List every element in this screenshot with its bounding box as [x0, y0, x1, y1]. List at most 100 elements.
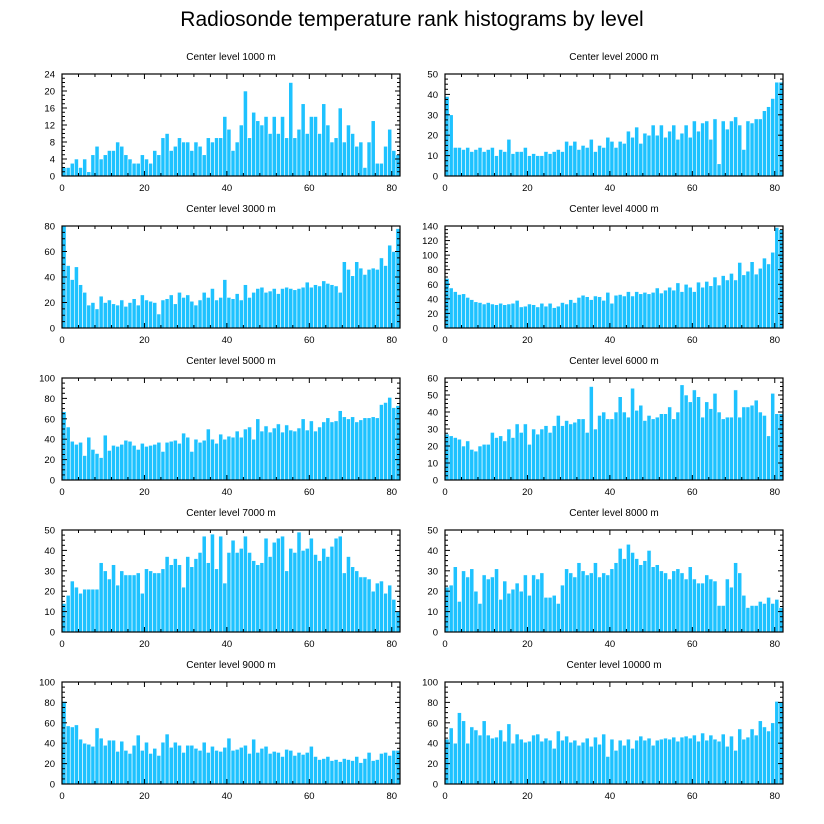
histogram-bar: [94, 727, 100, 785]
y-tick-label: 80: [44, 394, 55, 405]
histogram-bar: [193, 558, 199, 633]
histogram-bar: [757, 601, 763, 633]
histogram-bar: [193, 304, 199, 329]
histogram-bar: [518, 590, 524, 633]
y-tick-label: 100: [39, 678, 55, 689]
y-tick-label: 24: [44, 70, 55, 81]
histogram-bar: [61, 701, 67, 785]
histogram-bar: [560, 425, 565, 481]
histogram-bar: [74, 444, 79, 481]
histogram-bar: [325, 756, 331, 785]
histogram-bar: [230, 150, 236, 177]
histogram-bar: [370, 760, 376, 785]
histogram-bar: [337, 761, 343, 785]
histogram-bar: [757, 267, 763, 329]
histogram-bar: [284, 286, 290, 329]
histogram-bar: [160, 137, 166, 177]
histogram-bar: [341, 758, 347, 785]
histogram-bar: [593, 151, 598, 177]
y-tick-label: 60: [427, 374, 438, 385]
histogram-bar: [477, 603, 483, 633]
histogram-bar: [601, 411, 607, 481]
histogram-bar: [774, 599, 780, 633]
histogram-bar: [284, 137, 290, 177]
histogram-bar: [168, 294, 174, 329]
histogram-bar: [679, 384, 685, 481]
histogram-bar: [86, 304, 92, 329]
histogram-bar: [704, 739, 710, 785]
histogram-bar: [626, 543, 631, 633]
histogram-bar: [560, 151, 565, 177]
histogram-bar: [543, 425, 549, 481]
histogram-bar: [218, 137, 224, 177]
histogram-bar: [193, 438, 199, 481]
histogram-bar: [185, 744, 191, 785]
histogram-bar: [613, 294, 619, 329]
histogram-bar: [729, 586, 734, 633]
histogram-bar: [218, 433, 224, 481]
histogram-panel: Center level 1000 m 0 20 40 60 80 0 4 8 12 16 20 24: [0, 46, 401, 194]
histogram-bar: [82, 455, 88, 481]
histogram-bar: [576, 744, 582, 785]
y-tick-label: 20: [44, 298, 55, 309]
histogram-bar: [642, 560, 648, 633]
histogram-bar: [358, 141, 364, 177]
y-tick-label: 0: [50, 324, 55, 335]
histogram-bar: [370, 267, 376, 329]
panel-title: Center level 1000 m: [186, 52, 276, 63]
histogram-bar: [527, 444, 532, 481]
histogram-bar: [551, 425, 557, 481]
histogram-bar: [350, 275, 355, 329]
histogram-bar: [267, 753, 273, 785]
histogram-bar: [654, 134, 660, 177]
histogram-bar: [671, 289, 677, 329]
y-tick-label: 50: [427, 526, 438, 537]
histogram-bar: [490, 303, 495, 329]
histogram-bar: [313, 284, 318, 329]
histogram-bar: [700, 732, 705, 785]
histogram-bar: [547, 153, 553, 177]
histogram-bar: [588, 386, 594, 481]
histogram-bar: [74, 586, 79, 633]
x-tick-label: 0: [442, 487, 447, 498]
histogram-bar: [498, 435, 504, 481]
y-tick-label: 0: [433, 628, 438, 639]
histogram-bar: [741, 406, 747, 481]
histogram-bar: [127, 753, 133, 785]
histogram-bar: [650, 124, 656, 177]
histogram-bar: [494, 437, 499, 481]
histogram-bar: [485, 149, 491, 177]
y-tick-label: 0: [50, 476, 55, 487]
histogram-bar: [708, 138, 714, 177]
histogram-bar: [588, 572, 594, 633]
histogram-panel: Center level 9000 m 0 20 40 60 80 0 20 40 60 80 100: [0, 654, 401, 802]
histogram-bar: [181, 752, 186, 785]
histogram-bar: [259, 748, 265, 785]
histogram-bar: [605, 574, 611, 633]
x-tick-label: 40: [222, 791, 233, 802]
y-tick-label: 40: [44, 739, 55, 750]
histogram-bar: [523, 423, 528, 481]
histogram-bar: [168, 746, 174, 785]
histogram-bar: [465, 147, 471, 177]
histogram-plot: 0 20 40 60 80 0 20 40 60 80 100: [39, 678, 401, 802]
histogram-bar: [226, 737, 232, 785]
histogram-bar: [646, 550, 652, 633]
y-tick-label: 20: [427, 759, 438, 770]
histogram-bar: [642, 420, 648, 481]
histogram-bar: [205, 562, 211, 633]
histogram-bar: [259, 286, 265, 329]
histogram-bar: [152, 748, 158, 785]
histogram-bar: [152, 302, 158, 329]
x-tick-label: 20: [522, 791, 533, 802]
histogram-bar: [98, 737, 104, 785]
histogram-bar: [457, 601, 462, 633]
histogram-bar: [156, 441, 162, 481]
histogram-bar: [667, 130, 673, 177]
histogram-bar: [234, 293, 240, 329]
histogram-bar: [576, 418, 582, 481]
histogram-bar: [346, 418, 351, 481]
histogram-bar: [766, 597, 771, 633]
histogram-bar: [654, 287, 660, 329]
histogram-bar: [193, 748, 199, 785]
